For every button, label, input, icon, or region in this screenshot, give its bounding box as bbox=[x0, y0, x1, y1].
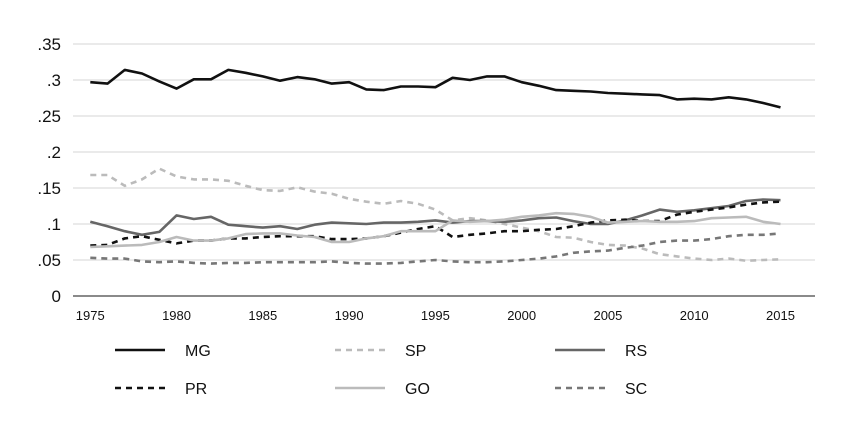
legend-item-go: GO bbox=[335, 381, 430, 398]
legend-label: MG bbox=[185, 343, 211, 360]
x-tick-label: 1995 bbox=[421, 308, 450, 323]
y-tick-label: .3 bbox=[47, 71, 61, 90]
series-line-go bbox=[90, 211, 781, 249]
legend: MG SP RS PR GO SC bbox=[115, 343, 647, 398]
legend-label: PR bbox=[185, 381, 207, 398]
x-tick-label: 1980 bbox=[162, 308, 191, 323]
x-tick-label: 2010 bbox=[680, 308, 709, 323]
y-tick-label: .35 bbox=[37, 35, 61, 54]
y-tick-label: .25 bbox=[37, 107, 61, 126]
x-tick-label: 1985 bbox=[248, 308, 277, 323]
x-tick-label: 2000 bbox=[507, 308, 536, 323]
y-tick-label: .05 bbox=[37, 251, 61, 270]
y-tick-label: .2 bbox=[47, 143, 61, 162]
legend-item-sc: SC bbox=[555, 381, 647, 398]
legend-label: SC bbox=[625, 381, 647, 398]
legend-item-rs: RS bbox=[555, 343, 647, 360]
legend-label: SP bbox=[405, 343, 426, 360]
legend-label: RS bbox=[625, 343, 647, 360]
x-tick-label: 2005 bbox=[593, 308, 622, 323]
series-line-sp bbox=[90, 167, 781, 263]
legend-label: GO bbox=[405, 381, 430, 398]
legend-item-sp: SP bbox=[335, 343, 426, 360]
series-lines bbox=[89, 68, 781, 265]
legend-item-mg: MG bbox=[115, 343, 211, 360]
y-tick-labels: 0 .05 .1 .15 .2 .25 .3 .35 bbox=[37, 35, 61, 306]
series-line-sc bbox=[90, 232, 781, 265]
y-tick-label: .15 bbox=[37, 179, 61, 198]
x-tick-label: 1975 bbox=[76, 308, 105, 323]
x-tick-label: 1990 bbox=[335, 308, 364, 323]
y-tick-label: 0 bbox=[52, 287, 61, 306]
legend-item-pr: PR bbox=[115, 381, 207, 398]
series-line-mg bbox=[90, 68, 781, 109]
series-line-pr bbox=[90, 200, 781, 247]
series-line-rs bbox=[89, 198, 781, 237]
x-tick-label: 2015 bbox=[766, 308, 795, 323]
y-gridlines bbox=[73, 43, 815, 261]
x-tick-labels: 1975 1980 1985 1990 1995 2000 2005 2010 2015 bbox=[76, 308, 795, 323]
y-tick-label: .1 bbox=[47, 215, 61, 234]
